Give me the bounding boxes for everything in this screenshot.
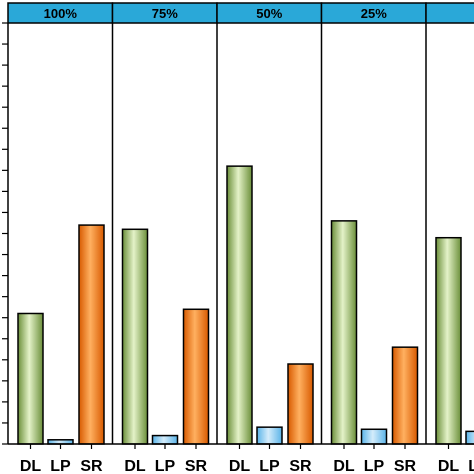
panel-label: 25% — [361, 6, 387, 21]
x-tick-label: LP — [50, 458, 71, 474]
bar-lp — [256, 426, 283, 445]
bar-dl — [435, 236, 462, 445]
panel-label: 100% — [44, 6, 78, 21]
bar-dl — [17, 312, 44, 445]
y-axis-ticks — [2, 22, 8, 445]
x-tick-labels: DLLPSRDLLPSRDLLPSRDLLPSRDLLPSR — [20, 444, 474, 474]
bar-sr — [287, 363, 314, 445]
x-tick-label: LP — [364, 458, 385, 474]
x-tick-label: LP — [259, 458, 280, 474]
bar-sr — [391, 346, 419, 445]
x-tick-label: SR — [80, 458, 103, 474]
x-tick-label: SR — [289, 458, 312, 474]
bar-lp — [151, 434, 179, 445]
bar-dl — [121, 228, 149, 445]
panel-strips: 100%75%50%25%0 — [7, 2, 474, 24]
x-tick-label: DL — [438, 458, 460, 474]
bar-lp — [360, 428, 388, 445]
x-tick-label: DL — [229, 458, 251, 474]
bar-lp — [465, 430, 474, 445]
bar-dl — [226, 165, 253, 445]
bar-sr — [182, 308, 210, 445]
x-tick-label: DL — [124, 458, 146, 474]
panel-label: 50% — [256, 6, 282, 21]
x-tick-label: SR — [185, 458, 208, 474]
plot-frame — [7, 23, 474, 445]
bar-dl — [330, 220, 358, 445]
panel-strip — [425, 2, 474, 24]
x-tick-label: LP — [468, 458, 474, 474]
bar-sr — [78, 224, 105, 445]
bar-marks — [17, 165, 474, 445]
x-tick-label: DL — [333, 458, 355, 474]
panel-label: 75% — [152, 6, 178, 21]
x-tick-label: DL — [20, 458, 42, 474]
x-tick-label: LP — [155, 458, 176, 474]
x-tick-label: SR — [394, 458, 417, 474]
